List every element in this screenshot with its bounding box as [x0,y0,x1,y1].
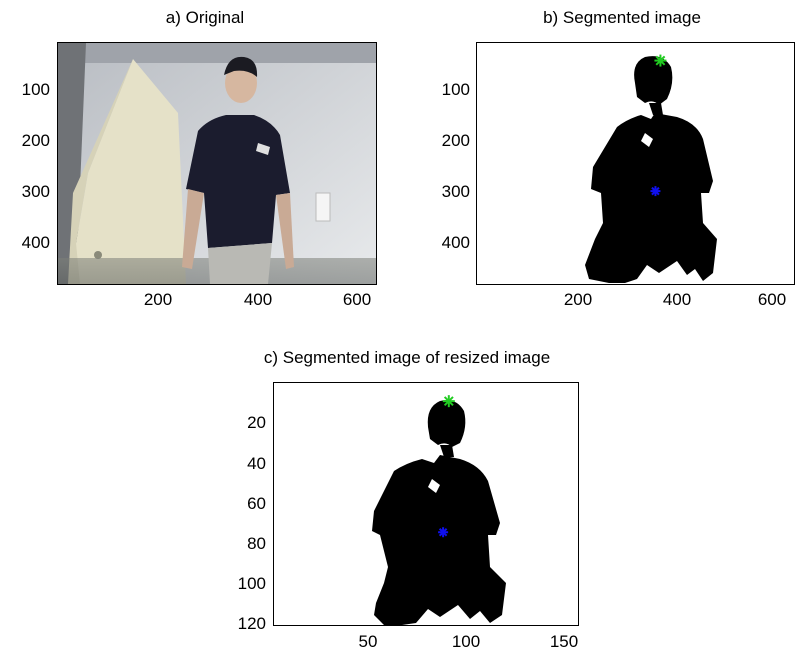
panel-c-ytick: 20 [247,413,266,432]
panel-a-title: a) Original [165,8,245,27]
head-marker [442,395,455,408]
panel-c-xtick: 100 [451,632,481,651]
panel-b-axes [476,42,795,285]
panel-c-title: c) Segmented image of resized image [263,348,551,367]
panel-a-ytick: 100 [21,80,50,99]
panel-c-markers [438,395,455,538]
panel-b-ytick: 100 [441,80,470,99]
panel-b-title: b) Segmented image [543,8,701,27]
panel-a-ytick: 400 [21,233,50,252]
panel-b-xtick: 400 [662,290,692,309]
head-marker [654,54,667,67]
panel-b-xtick: 600 [757,290,787,309]
panel-a-ytick: 200 [21,131,50,150]
panel-a-xtick: 200 [143,290,173,309]
segmented-silhouette [585,56,717,283]
resized-segmented-silhouette [372,400,506,625]
centroid-marker [438,527,449,538]
panel-a-axes [57,42,377,285]
original-photo [58,43,376,284]
panel-a-xtick: 400 [243,290,273,309]
panel-c-ytick: 80 [247,534,266,553]
panel-c-axes [273,382,579,626]
panel-a-ytick: 300 [21,182,50,201]
panel-c-ytick: 40 [247,454,266,473]
centroid-marker [650,186,661,197]
panel-c-ytick: 120 [237,614,266,633]
panel-b-ytick: 300 [441,182,470,201]
panel-b-ytick: 400 [441,233,470,252]
panel-c-xtick: 50 [358,632,378,651]
panel-b-ytick: 200 [441,131,470,150]
panel-b-markers [650,54,667,197]
panel-c-ytick: 100 [237,574,266,593]
panel-b-xtick: 200 [563,290,593,309]
panel-a-xtick: 600 [342,290,372,309]
panel-c-xtick: 150 [549,632,579,651]
panel-c-ytick: 60 [247,494,266,513]
